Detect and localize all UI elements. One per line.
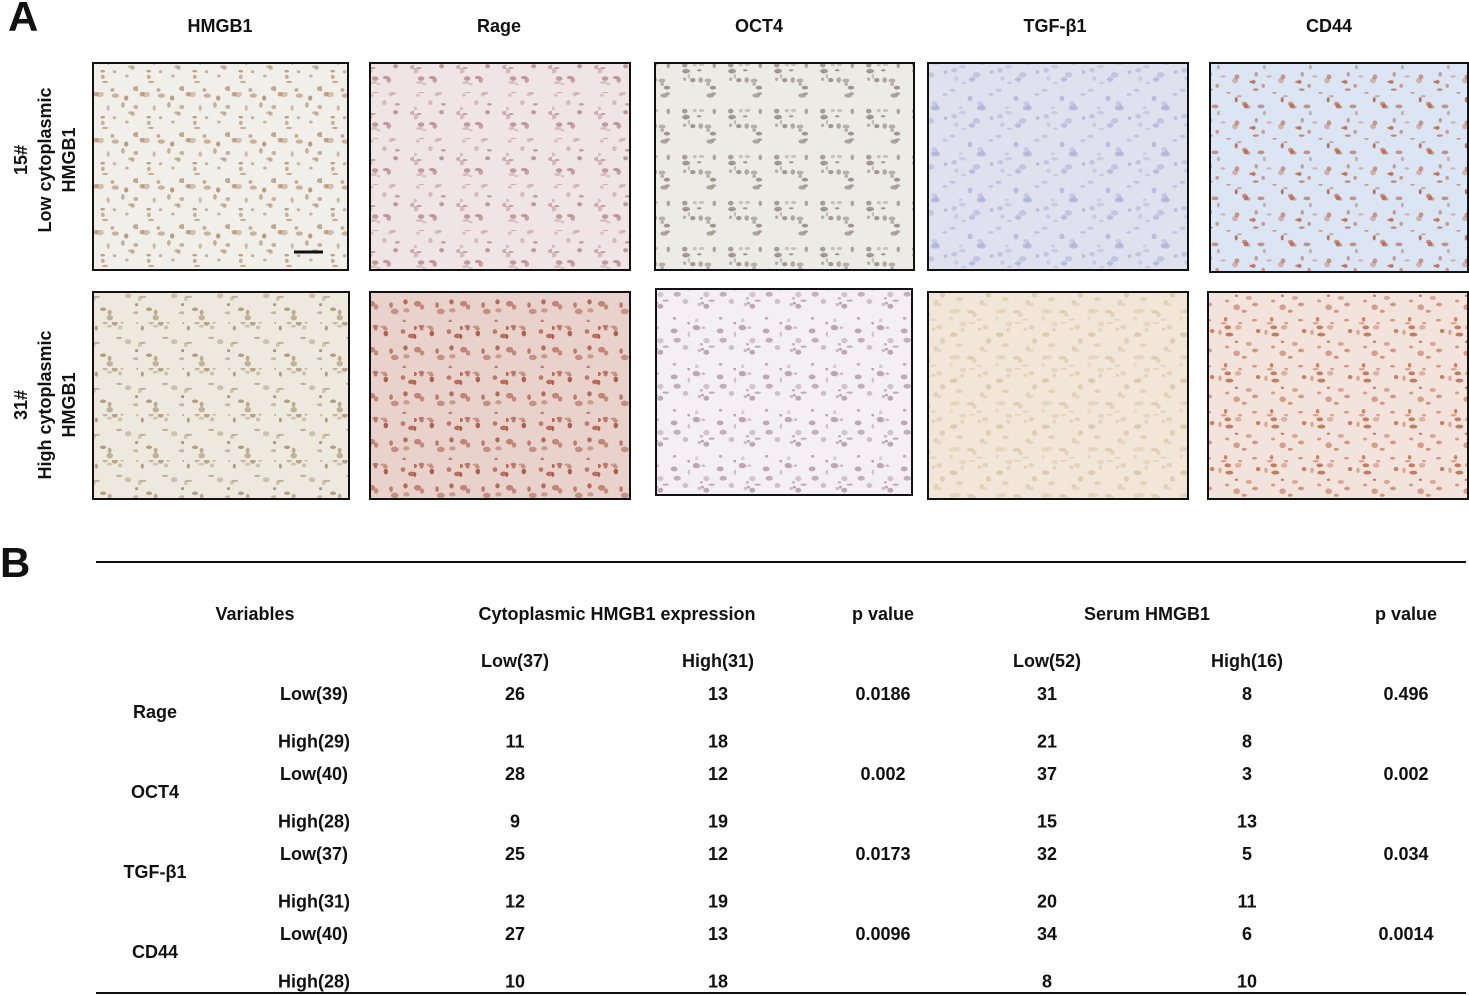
panel-label: B — [0, 539, 30, 586]
table-cell: 10 — [505, 971, 525, 991]
table-cell: 8 — [1242, 731, 1252, 751]
micrograph-texture — [369, 291, 631, 500]
table-cell: 13 — [708, 924, 728, 944]
p-value: 0.0014 — [1378, 924, 1433, 944]
table-cell: 13 — [1237, 811, 1257, 831]
table-cell: 6 — [1242, 924, 1252, 944]
row-label: 31# — [11, 390, 31, 420]
table-header: p value — [1375, 604, 1437, 624]
micrograph-texture — [927, 291, 1189, 500]
group-label: TGF-β1 — [124, 862, 187, 882]
table-cell: 5 — [1242, 844, 1252, 864]
column-header: TGF-β1 — [1024, 16, 1087, 36]
table-cell: 21 — [1037, 731, 1057, 751]
table-header: Serum HMGB1 — [1084, 604, 1210, 624]
table-header: Variables — [215, 604, 294, 624]
p-value: 0.034 — [1383, 844, 1428, 864]
table-cell: 13 — [708, 684, 728, 704]
table-header: p value — [852, 604, 914, 624]
table-cell: 8 — [1242, 684, 1252, 704]
table-cell: 3 — [1242, 764, 1252, 784]
p-value: 0.002 — [1383, 764, 1428, 784]
table-cell: 11 — [505, 731, 524, 751]
micrograph-texture — [92, 291, 350, 500]
row-label: HMGB1 — [59, 372, 79, 437]
table-cell: 18 — [708, 731, 728, 751]
table-cell: 9 — [510, 811, 520, 831]
row-label: Low cytoplasmic — [35, 87, 55, 232]
row-label: High(28) — [278, 811, 350, 831]
table-cell: 12 — [708, 844, 728, 864]
row-label: High(29) — [278, 731, 350, 751]
p-value: 0.002 — [860, 764, 905, 784]
column-header: HMGB1 — [187, 16, 252, 36]
group-label: Rage — [133, 702, 177, 722]
micrograph-texture — [1207, 291, 1469, 500]
table-subheader: High(31) — [682, 651, 754, 671]
table-cell: 31 — [1037, 684, 1057, 704]
column-header: OCT4 — [735, 16, 783, 36]
row-label: Low(40) — [280, 764, 348, 784]
row-label: High(28) — [278, 971, 350, 991]
column-header: Rage — [477, 16, 521, 36]
micrograph-texture — [92, 62, 349, 271]
row-label: 15# — [11, 145, 31, 175]
micrograph-texture — [655, 288, 913, 496]
table-cell: 20 — [1037, 891, 1057, 911]
group-label: CD44 — [132, 942, 178, 962]
panel-label: A — [8, 0, 38, 40]
micrograph-texture — [654, 62, 915, 271]
row-label: Low(40) — [280, 924, 348, 944]
p-value: 0.496 — [1383, 684, 1428, 704]
table-subheader: Low(52) — [1013, 651, 1081, 671]
micrograph-texture — [369, 62, 631, 271]
p-value: 0.0096 — [855, 924, 910, 944]
table-subheader: Low(37) — [481, 651, 549, 671]
row-label: Low(39) — [280, 684, 348, 704]
row-label: High(31) — [278, 891, 350, 911]
table-cell: 19 — [708, 891, 728, 911]
micrograph-texture — [927, 62, 1189, 271]
table-cell: 12 — [505, 891, 525, 911]
table-subheader: High(16) — [1211, 651, 1283, 671]
column-header: CD44 — [1306, 16, 1352, 36]
p-value: 0.0186 — [855, 684, 910, 704]
table-cell: 32 — [1037, 844, 1057, 864]
table-cell: 27 — [505, 924, 525, 944]
row-label: High cytoplasmic — [35, 330, 55, 479]
table-cell: 34 — [1037, 924, 1057, 944]
row-label: HMGB1 — [59, 127, 79, 192]
table-cell: 11 — [1237, 891, 1256, 911]
table-cell: 37 — [1037, 764, 1057, 784]
row-label: Low(37) — [280, 844, 348, 864]
table-cell: 12 — [708, 764, 728, 784]
table-cell: 8 — [1042, 971, 1052, 991]
table-cell: 25 — [505, 844, 525, 864]
table-cell: 18 — [708, 971, 728, 991]
table-cell: 26 — [505, 684, 525, 704]
table-cell: 19 — [708, 811, 728, 831]
table-cell: 28 — [505, 764, 525, 784]
table-header: Cytoplasmic HMGB1 expression — [478, 604, 755, 624]
p-value: 0.0173 — [855, 844, 910, 864]
table-cell: 10 — [1237, 971, 1257, 991]
micrograph-texture — [1209, 62, 1469, 273]
group-label: OCT4 — [131, 782, 179, 802]
table-cell: 15 — [1037, 811, 1057, 831]
